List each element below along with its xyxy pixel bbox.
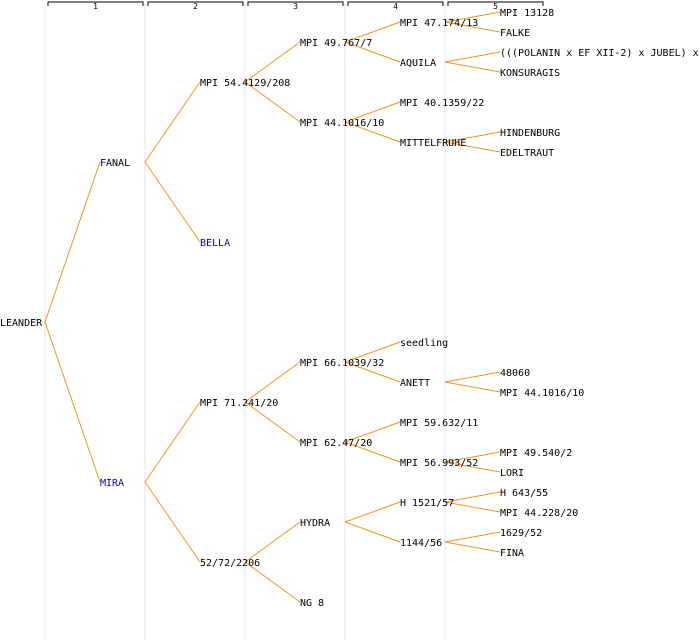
ancestor-label: H 643/55: [500, 488, 548, 499]
generation-bracket: [147, 1, 244, 6]
pedigree-edge: [344, 121, 401, 143]
ancestor-label: MPI 47.174/13: [400, 18, 478, 29]
pedigree-edge: [244, 361, 301, 403]
generation-header: 1 2 3 4 5: [47, 1, 544, 11]
ancestor-label: KONSURAGIS: [500, 68, 560, 79]
ancestor-label: 1144/56: [400, 538, 442, 549]
pedigree-edge: [344, 101, 401, 123]
ancestor-label: 48060: [500, 368, 530, 379]
pedigree-edge: [444, 501, 501, 513]
ancestor-label: FANAL: [100, 158, 130, 169]
ancestor-label: MPI 44.1016/10: [300, 118, 384, 129]
pedigree-edge: [44, 321, 101, 483]
ancestor-label: MPI 40.1359/22: [400, 98, 484, 109]
pedigree-edge: [444, 11, 501, 23]
pedigree-edge: [444, 451, 501, 463]
pedigree-edge: [444, 21, 501, 33]
generation-bracket: [447, 1, 544, 6]
ancestor-label: HYDRA: [300, 518, 330, 529]
pedigree-edge: [344, 521, 401, 543]
pedigree-edge: [244, 41, 301, 83]
pedigree-edge: [44, 161, 101, 323]
pedigree-edge: [444, 491, 501, 503]
ancestor-label: (((POLANIN x EF XII-2) x JUBEL) x: [500, 48, 699, 59]
ancestor-label: MPI 44.228/20: [500, 508, 578, 519]
pedigree-edge: [244, 401, 301, 443]
pedigree-edge: [144, 81, 201, 163]
pedigree-edge: [344, 41, 401, 63]
ancestor-label: 1629/52: [500, 528, 542, 539]
ancestor-label: ANETT: [400, 378, 430, 389]
ancestor-label: MPI 71.241/20: [200, 398, 278, 409]
ancestor-label: MPI 44.1016/10: [500, 388, 584, 399]
pedigree-edge: [444, 51, 501, 63]
ancestor-label: HINDENBURG: [500, 128, 560, 139]
ancestor-label: MITTELFRUHE: [400, 138, 466, 149]
pedigree-edge: [444, 531, 501, 543]
ancestor-label: FINA: [500, 548, 524, 559]
generation-number: 1: [93, 2, 98, 11]
ancestor-label: MPI 59.632/11: [400, 418, 478, 429]
ancestor-label: MPI 66.1039/32: [300, 358, 384, 369]
pedigree-edge: [444, 371, 501, 383]
ancestor-label: H 1521/57: [400, 498, 454, 509]
generation-columns: [44, 4, 446, 640]
generation-bracket: [247, 1, 344, 6]
pedigree-edge: [444, 541, 501, 553]
ancestor-label: MPI 13128: [500, 8, 554, 19]
pedigree-edge: [444, 461, 501, 473]
ancestor-label: MPI 62.47/20: [300, 438, 372, 449]
pedigree-edge: [244, 521, 301, 563]
ancestor-label: seedling: [400, 338, 448, 349]
pedigree-edge: [144, 401, 201, 483]
pedigree-edge: [344, 421, 401, 443]
pedigree-edge: [244, 81, 301, 123]
pedigree-edge: [444, 61, 501, 73]
tree-nodes: LEANDER FANAL MPI 54.4129/208 MPI 49.767/7 M…: [0, 8, 699, 609]
generation-number: 2: [193, 2, 198, 11]
ancestor-label: MIRA: [100, 478, 124, 489]
pedigree-edge: [344, 441, 401, 463]
pedigree-edge: [344, 21, 401, 43]
pedigree-edge: [444, 141, 501, 153]
ancestor-label: MPI 49.540/2: [500, 448, 572, 459]
ancestor-label: FALKE: [500, 28, 530, 39]
ancestor-label: MPI 56.993/52: [400, 458, 478, 469]
root-label: LEANDER: [0, 318, 43, 329]
pedigree-edge: [144, 161, 201, 243]
tree-edges: [44, 11, 501, 603]
generation-number: 3: [293, 2, 298, 11]
pedigree-edge: [344, 361, 401, 383]
ancestor-label: MPI 54.4129/208: [200, 78, 290, 89]
ancestor-label: MPI 49.767/7: [300, 38, 372, 49]
ancestor-label: NG 8: [300, 598, 324, 609]
pedigree-edge: [344, 341, 401, 363]
generation-bracket: [347, 1, 444, 6]
pedigree-edge: [444, 381, 501, 393]
ancestor-label: 52/72/2206: [200, 558, 260, 569]
ancestor-label: BELLA: [200, 238, 230, 249]
ancestor-label: AQUILA: [400, 58, 436, 69]
generation-bracket: [47, 1, 144, 6]
ancestor-label: EDELTRAUT: [500, 148, 554, 159]
ancestor-label: LORI: [500, 468, 524, 479]
pedigree-edge: [244, 561, 301, 603]
pedigree-edge: [344, 501, 401, 523]
generation-number: 4: [393, 2, 398, 11]
pedigree-edge: [444, 131, 501, 143]
pedigree-edge: [144, 481, 201, 563]
generation-number: 5: [493, 2, 498, 11]
